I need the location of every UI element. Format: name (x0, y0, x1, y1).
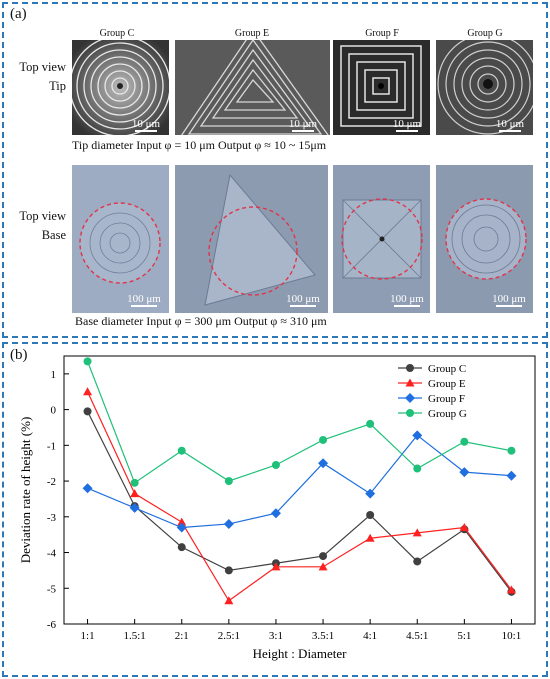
x-tick-label: 4.5:1 (406, 630, 428, 642)
point-group-e (271, 562, 281, 571)
point-group-g (271, 460, 280, 469)
point-group-g (177, 446, 186, 455)
point-group-e (83, 387, 93, 396)
point-group-f (82, 483, 93, 494)
row-label-tip: Top view Tip (19, 60, 66, 93)
point-group-f (129, 502, 140, 513)
point-group-f (506, 470, 517, 481)
point-group-f (412, 430, 423, 441)
scale-base-e: 100 μm (286, 293, 320, 307)
plot-frame (63, 355, 536, 625)
scale-tip-g: 10 μm (495, 118, 525, 132)
point-group-e (365, 533, 375, 542)
series-line-group-e (87, 391, 512, 602)
y-tick-label: 0 (51, 405, 57, 417)
point-group-g (224, 477, 233, 486)
y-tick-label: -1 (47, 440, 56, 452)
x-axis-label: Height : Diameter (253, 646, 348, 661)
y-tick-label: -3 (47, 512, 57, 524)
point-group-c (177, 543, 186, 552)
point-group-g (366, 419, 375, 428)
tip-caption: Tip diameter Input φ = 10 μm Output φ ≈ … (72, 138, 327, 152)
y-tick-label: 1 (51, 369, 57, 381)
y-tick-label: -4 (47, 548, 57, 560)
point-group-c (224, 566, 233, 575)
x-tick-label: 5:1 (457, 630, 471, 642)
y-tick-label: -2 (47, 476, 56, 488)
legend-marker-group-c (406, 364, 414, 372)
point-group-g (130, 478, 139, 487)
scale-tip-e: 10 μm (288, 118, 318, 132)
legend-label-group-f: Group F (428, 393, 465, 405)
sem-tip-group-f (333, 40, 430, 135)
point-group-f (176, 522, 187, 533)
point-group-e (177, 517, 187, 526)
series-line-group-g (86, 361, 512, 484)
point-group-g (460, 437, 469, 446)
base-caption: Base diameter Input φ = 300 μm Output φ … (75, 314, 327, 328)
scale-base-g: 100 μm (492, 293, 526, 307)
x-tick-label: 1:1 (81, 630, 95, 642)
scale-base-c: 100 μm (127, 293, 161, 307)
group-c-label: Group C (99, 28, 135, 39)
optical-base-group-e (175, 165, 328, 313)
optical-base-group-c (72, 165, 169, 313)
x-tick-label: 4:1 (363, 630, 377, 642)
x-tick-label: 3:1 (269, 630, 283, 642)
group-g-label: Group G (467, 28, 503, 39)
group-e-label: Group E (234, 28, 270, 39)
point-group-f (365, 488, 376, 499)
legend-marker-group-g (406, 409, 414, 417)
scale-base-f: 100 μm (390, 293, 424, 307)
x-tick-label: 2.5:1 (218, 630, 240, 642)
legend-marker-group-e (405, 378, 415, 387)
sem-tip-group-g (436, 40, 533, 135)
point-group-f (223, 518, 234, 529)
scale-tip-c: 10 μm (131, 118, 161, 132)
y-axis-label: Deviation rate of height (%) (18, 417, 33, 564)
point-group-f (318, 458, 329, 469)
point-group-c (319, 552, 328, 561)
point-group-f (459, 467, 470, 478)
legend-marker-group-f (405, 393, 415, 403)
point-group-g (413, 464, 422, 473)
point-group-f (270, 508, 281, 519)
point-group-e (459, 523, 469, 532)
x-tick-label: 1.5:1 (123, 630, 145, 642)
panel-a (2, 2, 548, 338)
legend-label-group-c: Group C (428, 363, 466, 375)
point-group-g (319, 435, 328, 444)
legend-label-group-e: Group E (428, 378, 466, 390)
y-tick-label: -5 (47, 583, 57, 595)
x-tick-label: 10:1 (502, 630, 522, 642)
panel-b-label: (b) (10, 347, 28, 363)
legend-label-group-g: Group G (428, 408, 467, 420)
point-group-e (130, 489, 140, 498)
x-tick-label: 2:1 (175, 630, 189, 642)
x-tick-label: 3.5:1 (312, 630, 334, 642)
point-group-e (506, 585, 516, 594)
point-group-e (224, 596, 234, 605)
point-group-c (413, 557, 422, 566)
series-line-group-c (87, 411, 512, 593)
panel-a-label: (a) (10, 6, 27, 22)
point-group-e (412, 528, 422, 537)
sem-tip-group-e (175, 40, 330, 135)
group-f-label: Group F (365, 28, 399, 39)
scale-tip-f: 10 μm (392, 118, 422, 132)
series-line-group-f (87, 434, 512, 529)
panel-b (2, 342, 548, 677)
optical-base-group-g (436, 165, 533, 313)
point-group-g (507, 446, 516, 455)
point-group-e (318, 562, 328, 571)
optical-base-group-f (333, 165, 430, 313)
sem-tip-group-c (72, 40, 169, 135)
point-group-g (83, 357, 92, 366)
point-group-c (83, 407, 92, 416)
point-group-c (366, 511, 375, 520)
row-label-base: Top view Base (19, 209, 66, 242)
y-tick-label: -6 (47, 619, 57, 631)
